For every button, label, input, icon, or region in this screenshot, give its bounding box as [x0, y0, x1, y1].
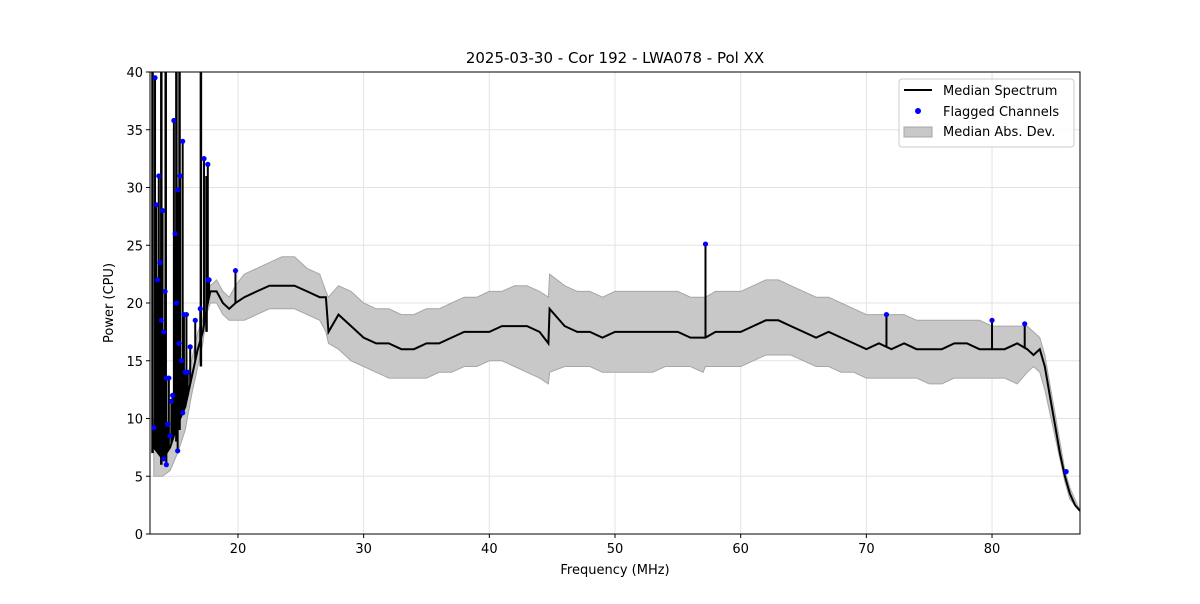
flagged-channel-point	[161, 329, 167, 335]
legend: Median Spectrum Flagged Channels Median …	[898, 78, 1075, 148]
flagged-channel-point	[172, 231, 178, 237]
x-axis-label: Frequency (MHz)	[560, 563, 669, 578]
flagged-channel-point	[175, 187, 181, 193]
x-tick-label: 80	[984, 542, 1001, 557]
flagged-channel-point	[166, 375, 172, 381]
x-tick-label: 60	[732, 542, 749, 557]
y-tick-label: 15	[126, 355, 143, 370]
legend-mad-label: Median Abs. Dev.	[943, 125, 1055, 140]
flagged-channel-point	[173, 300, 179, 306]
x-tick-label: 50	[607, 542, 624, 557]
flagged-channel-point	[197, 306, 203, 312]
y-axis-label: Power (CPU)	[102, 263, 117, 343]
legend-box	[898, 78, 1075, 148]
flagged-channel-point	[161, 456, 167, 462]
x-axis: 20 30 40 50 60 70 80	[230, 534, 1001, 557]
flagged-channel-point	[159, 208, 166, 214]
flagged-channel-point	[205, 161, 211, 167]
flagged-channel-point	[158, 317, 164, 323]
flagged-channel-point	[185, 369, 191, 375]
y-tick-label: 25	[126, 239, 143, 254]
flagged-channel-point	[702, 241, 709, 247]
legend-flagged-swatch	[915, 108, 921, 114]
legend-flagged-label: Flagged Channels	[943, 105, 1059, 120]
x-tick-label: 20	[230, 542, 247, 557]
flagged-channel-point	[187, 344, 193, 350]
legend-median-label: Median Spectrum	[943, 84, 1057, 99]
y-tick-label: 5	[135, 470, 143, 485]
flagged-channel-point	[151, 425, 157, 431]
flagged-channel-point	[164, 421, 171, 427]
flagged-channel-point	[157, 259, 163, 266]
y-tick-label: 10	[126, 413, 143, 428]
x-tick-label: 70	[858, 542, 875, 557]
median-spectrum-path	[153, 284, 1081, 512]
flagged-channel-point	[152, 75, 158, 81]
x-tick-label: 40	[481, 542, 498, 557]
flagged-channel-point	[177, 173, 183, 179]
spike-lines	[151, 72, 1026, 465]
flagged-channel-point	[883, 311, 890, 318]
flagged-channel-point	[170, 392, 176, 398]
flagged-channel-point	[156, 173, 162, 179]
flagged-channel-point	[192, 317, 198, 323]
flagged-channel-point	[206, 277, 212, 283]
y-axis: 0 5 10 15 20 25 30 35 40	[126, 66, 150, 543]
x-tick-label: 30	[355, 542, 372, 557]
flagged-channel-point	[180, 410, 186, 416]
flagged-points	[151, 75, 1069, 475]
flagged-channel-point	[183, 311, 190, 318]
flagged-channel-point	[232, 268, 239, 274]
flagged-channel-point	[162, 288, 168, 295]
flagged-channel-point	[154, 277, 161, 283]
flagged-channel-point	[175, 448, 181, 454]
median-spectrum-line	[153, 284, 1081, 512]
y-tick-label: 35	[126, 124, 143, 139]
flagged-channel-point	[153, 202, 159, 208]
legend-mad-swatch	[903, 126, 933, 138]
flagged-channel-point	[168, 398, 174, 404]
y-tick-label: 40	[126, 66, 143, 81]
flagged-channel-point	[167, 433, 173, 439]
flagged-channel-point	[180, 138, 186, 144]
y-tick-label: 20	[126, 297, 143, 312]
flagged-channel-point	[171, 117, 177, 124]
flagged-channel-point	[1063, 469, 1069, 475]
chart-title: 2025-03-30 - Cor 192 - LWA078 - Pol XX	[466, 49, 764, 67]
flagged-channel-point	[178, 358, 185, 364]
flagged-channel-point	[1022, 321, 1028, 327]
y-tick-label: 0	[135, 528, 143, 543]
flagged-channel-point	[989, 317, 995, 323]
flagged-channel-point	[201, 156, 207, 162]
y-tick-label: 30	[126, 182, 143, 197]
flagged-channel-point	[163, 462, 169, 468]
flagged-channel-point	[176, 340, 182, 347]
